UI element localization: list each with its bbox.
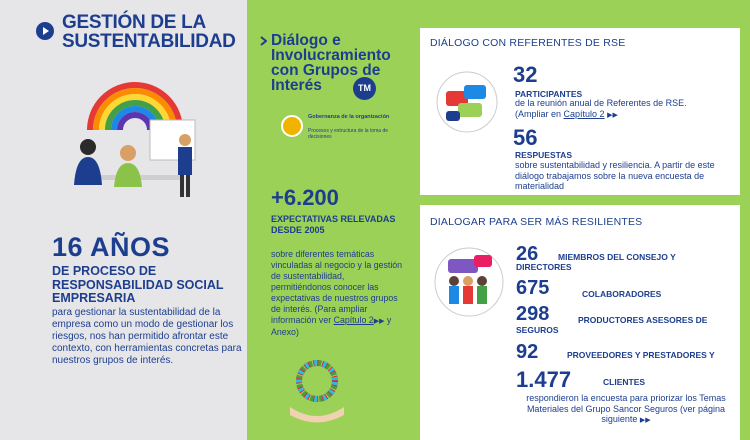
years-body: para gestionar la sustentabilidad de la … bbox=[52, 307, 242, 366]
panel2-heading: DIALOGAR PARA SER MÁS RESILIENTES bbox=[430, 216, 643, 228]
row5-number: 1.477 bbox=[516, 367, 572, 392]
governance-subtitle: Procesos y estructura de la toma de deci… bbox=[308, 128, 389, 140]
play-icon[interactable] bbox=[36, 22, 54, 40]
responses-label: RESPUESTAS bbox=[515, 150, 572, 160]
survey-footer-text: respondieron la encuesta para priorizar … bbox=[526, 393, 726, 424]
middle-column: Diálogo e Involucramiento con Grupos de … bbox=[247, 0, 415, 440]
annex-link[interactable]: Anexo bbox=[271, 327, 296, 337]
expectations-number: +6.200 bbox=[271, 185, 339, 210]
row1-label: MIEMBROS DEL CONSEJO Y DIRECTORES bbox=[516, 252, 676, 272]
dialogue-title: Diálogo e Involucramiento con Grupos de … bbox=[271, 32, 391, 94]
participants-body: de la reunión anual de Referentes de RSE… bbox=[515, 98, 710, 121]
panel-resilientes: DIALOGAR PARA SER MÁS RESILIENTES 26 MIE… bbox=[420, 205, 740, 440]
chat-bubbles-icon bbox=[436, 71, 498, 133]
responses-body: sobre sustentabilidad y resiliencia. A p… bbox=[515, 160, 715, 191]
row3-number: 298 bbox=[516, 303, 550, 325]
responses-number: 56 bbox=[513, 125, 538, 150]
expectations-body-text: sobre diferentes temáticas vinculadas al… bbox=[271, 249, 403, 325]
chevron-right-icon bbox=[260, 36, 267, 46]
row5-label: CLIENTES bbox=[603, 377, 646, 387]
survey-footer: respondieron la encuesta para priorizar … bbox=[516, 393, 736, 427]
double-play-icon: ▶▶ bbox=[373, 318, 385, 325]
row4-number: 92 bbox=[516, 341, 539, 363]
row2-label: COLABORADORES bbox=[582, 289, 662, 299]
section-title-line2: SUSTENTABILIDAD bbox=[62, 31, 236, 52]
meeting-illustration-icon bbox=[74, 82, 196, 197]
group-people-icon bbox=[434, 247, 504, 317]
participants-body-text: de la reunión anual de Referentes de RSE… bbox=[515, 98, 687, 119]
participants-label: PARTICIPANTES bbox=[515, 89, 583, 99]
body-end: ) bbox=[295, 327, 299, 337]
section-title-line1: GESTIÓN DE LA bbox=[62, 12, 206, 33]
expectations-body: sobre diferentes temáticas vinculadas al… bbox=[271, 249, 406, 338]
left-column: GESTIÓN DE LA SUSTENTABILIDAD 16 bbox=[0, 0, 247, 440]
governance-title: Gobernanza de la organización bbox=[308, 114, 390, 120]
row3-label: PRODUCTORES ASESORES DE SEGUROS bbox=[516, 315, 708, 335]
section-title: GESTIÓN DE LA SUSTENTABILIDAD bbox=[62, 13, 237, 51]
expectations-subtitle: EXPECTATIVAS RELEVADAS DESDE 2005 bbox=[271, 214, 396, 235]
years-number: 16 AÑOS bbox=[52, 232, 171, 262]
tm-badge: TM bbox=[353, 77, 376, 100]
panel-referentes: DIÁLOGO CON REFERENTES DE RSE 32 PARTICI… bbox=[420, 28, 740, 195]
row1-number: 26 bbox=[516, 243, 539, 265]
chapter2-link[interactable]: Capítulo 2 bbox=[333, 315, 374, 325]
participants-chapter2-link[interactable]: Capítulo 2 bbox=[563, 108, 605, 119]
link-connector: y bbox=[384, 315, 392, 325]
row4-label: PROVEEDORES Y PRESTADORES Y bbox=[567, 350, 715, 360]
participants-number: 32 bbox=[513, 62, 538, 87]
years-subtitle: DE PROCESO DE RESPONSABILIDAD SOCIAL EMP… bbox=[52, 264, 224, 305]
row2-number: 675 bbox=[516, 277, 550, 299]
sdg-hands-icon bbox=[290, 360, 344, 423]
double-play-icon: ▶▶ bbox=[607, 111, 618, 119]
governance-icon bbox=[281, 115, 303, 137]
panel1-heading: DIÁLOGO CON REFERENTES DE RSE bbox=[430, 37, 626, 49]
double-play-icon: ▶▶ bbox=[639, 417, 651, 424]
